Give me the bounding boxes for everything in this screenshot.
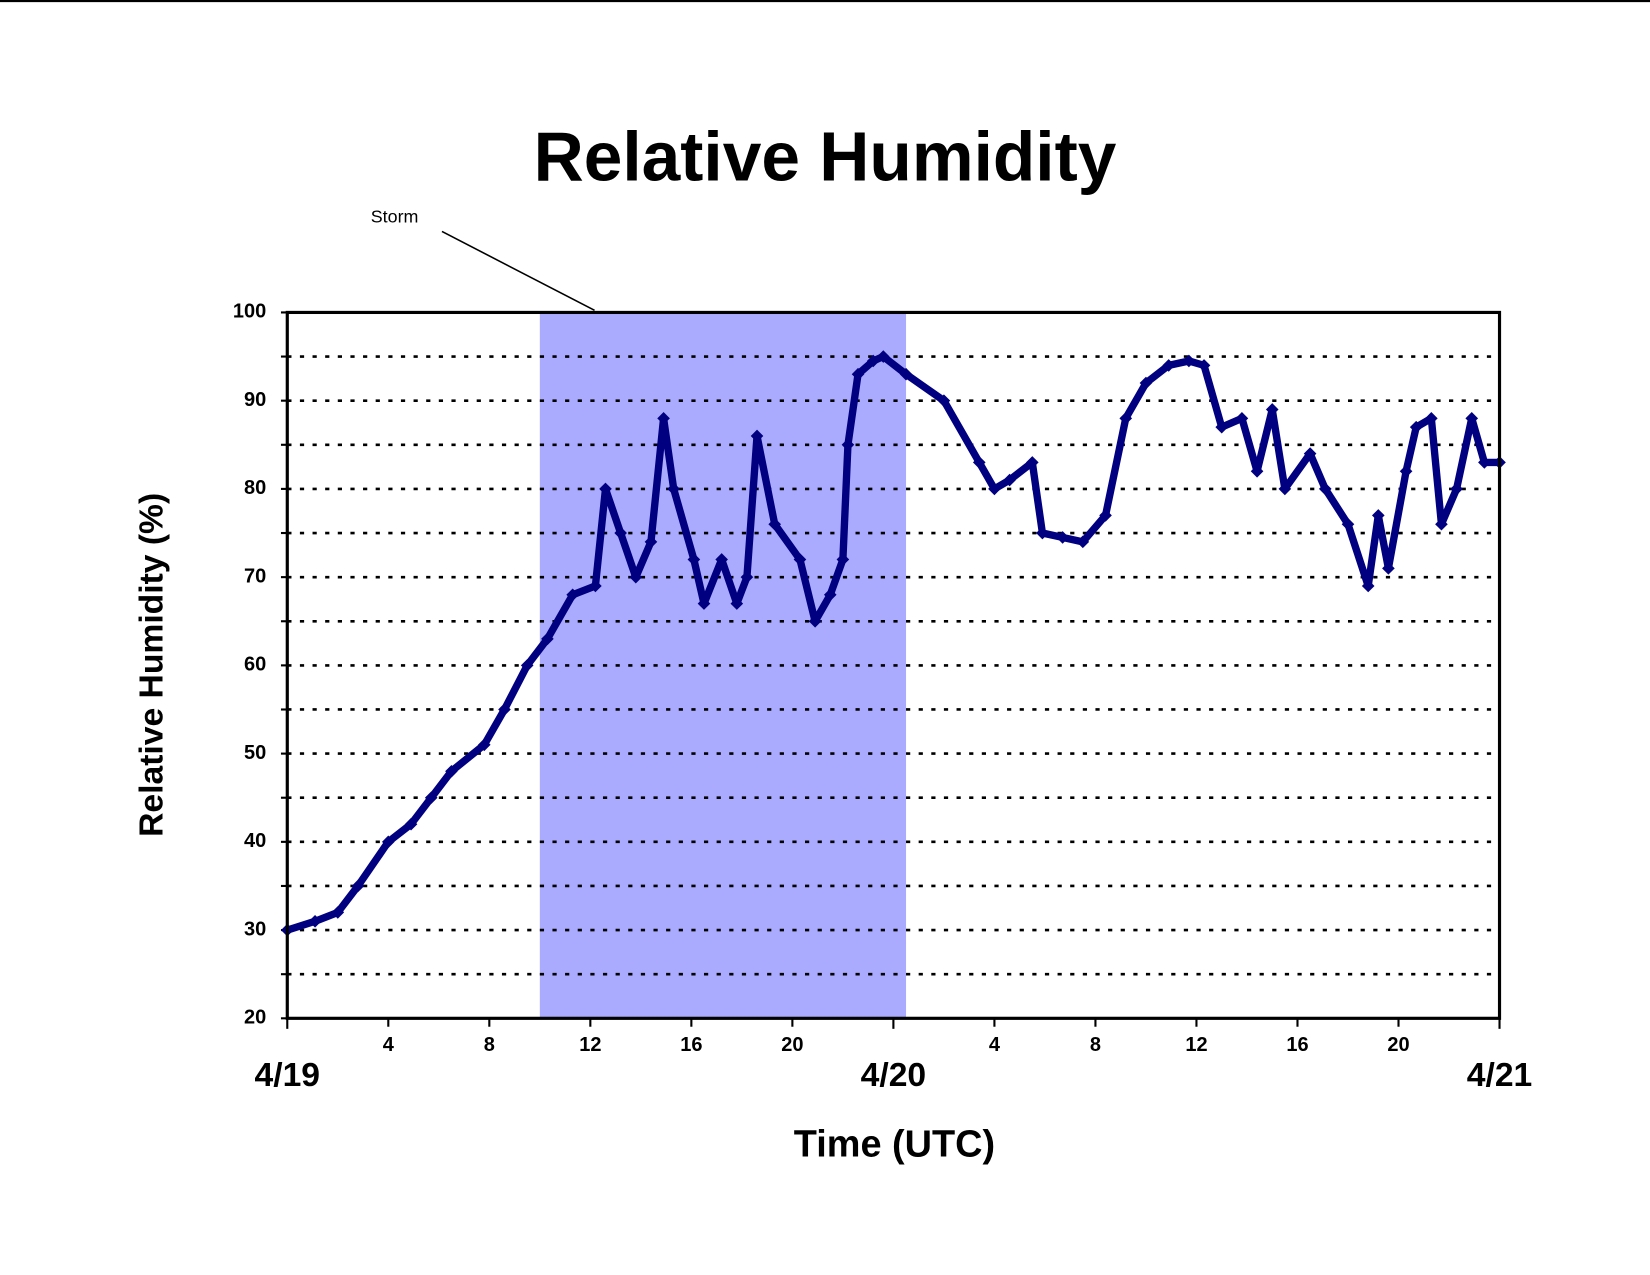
y-tick-label: 40	[244, 830, 266, 852]
data-point	[644, 535, 658, 549]
data-point	[599, 482, 612, 496]
data-point	[424, 791, 438, 805]
data-point	[381, 835, 395, 849]
x-axis-label: Time (UTC)	[794, 1124, 995, 1166]
data-point	[1399, 464, 1413, 478]
data-point	[1409, 420, 1423, 434]
x-tick-label: 4	[383, 1034, 394, 1056]
x-tick-label: 20	[1387, 1034, 1409, 1056]
data-point	[589, 579, 602, 593]
y-tick-label: 60	[244, 654, 266, 676]
x-tick-label: 12	[579, 1034, 601, 1056]
y-tick-label: 30	[244, 918, 266, 940]
data-point	[404, 817, 418, 831]
data-point	[1235, 412, 1249, 425]
plot-frame	[285, 310, 1502, 1020]
x-tick-label: 8	[484, 1034, 495, 1056]
date-tick-label: 4/19	[255, 1057, 321, 1094]
data-point	[836, 553, 850, 566]
y-tick-label: 50	[244, 742, 266, 764]
data-point	[1265, 403, 1279, 416]
data-point	[750, 429, 764, 443]
data-point	[1139, 376, 1153, 390]
data-point	[1036, 526, 1049, 540]
data-point	[876, 350, 890, 363]
data-point	[1361, 579, 1375, 593]
y-tick-label: 80	[244, 477, 266, 499]
data-point	[937, 394, 951, 407]
date-tick-label: 4/21	[1467, 1057, 1533, 1094]
x-tick-label: 8	[1090, 1034, 1101, 1056]
data-point	[823, 588, 837, 602]
y-tick-label: 100	[233, 301, 266, 323]
data-point	[715, 553, 728, 566]
data-point	[1003, 473, 1016, 487]
y-tick-label: 20	[244, 1007, 266, 1029]
data-point	[1450, 482, 1463, 496]
data-point	[1182, 354, 1196, 368]
data-point	[808, 614, 822, 628]
data-point	[1435, 517, 1448, 531]
data-point	[1076, 535, 1090, 549]
data-point	[697, 597, 711, 610]
data-point	[841, 438, 855, 452]
x-tick-label: 16	[680, 1034, 702, 1056]
data-point	[498, 703, 511, 716]
data-point	[1197, 359, 1211, 372]
date-tick-label: 4/20	[861, 1057, 927, 1094]
x-tick-label: 20	[781, 1034, 803, 1056]
annotation: Storm	[371, 206, 419, 226]
x-tick-label: 12	[1185, 1034, 1207, 1056]
annotation-pointer	[441, 230, 595, 312]
data-point	[629, 570, 643, 584]
data-point	[730, 597, 744, 610]
chart-title: Relative Humidity	[534, 117, 1117, 195]
data-point	[351, 879, 365, 893]
data-point	[445, 764, 458, 778]
data-point	[657, 412, 670, 425]
data-point	[477, 738, 491, 752]
y-tick-label: 90	[244, 389, 266, 411]
y-axis-label: Relative Humidity (%)	[134, 493, 171, 837]
data-point	[331, 906, 345, 919]
data-point	[1278, 482, 1292, 496]
data-point	[1318, 482, 1332, 496]
data-point	[1382, 562, 1395, 575]
x-tick-label: 16	[1286, 1034, 1308, 1056]
x-tick-label: 4	[989, 1034, 1000, 1056]
y-tick-label: 70	[244, 565, 266, 587]
data-point	[1478, 456, 1491, 469]
data-point	[308, 914, 322, 928]
data-point	[988, 482, 1001, 496]
data-point	[1250, 464, 1264, 478]
data-point	[566, 588, 579, 602]
data-point	[851, 367, 865, 381]
data-point	[1465, 412, 1479, 425]
